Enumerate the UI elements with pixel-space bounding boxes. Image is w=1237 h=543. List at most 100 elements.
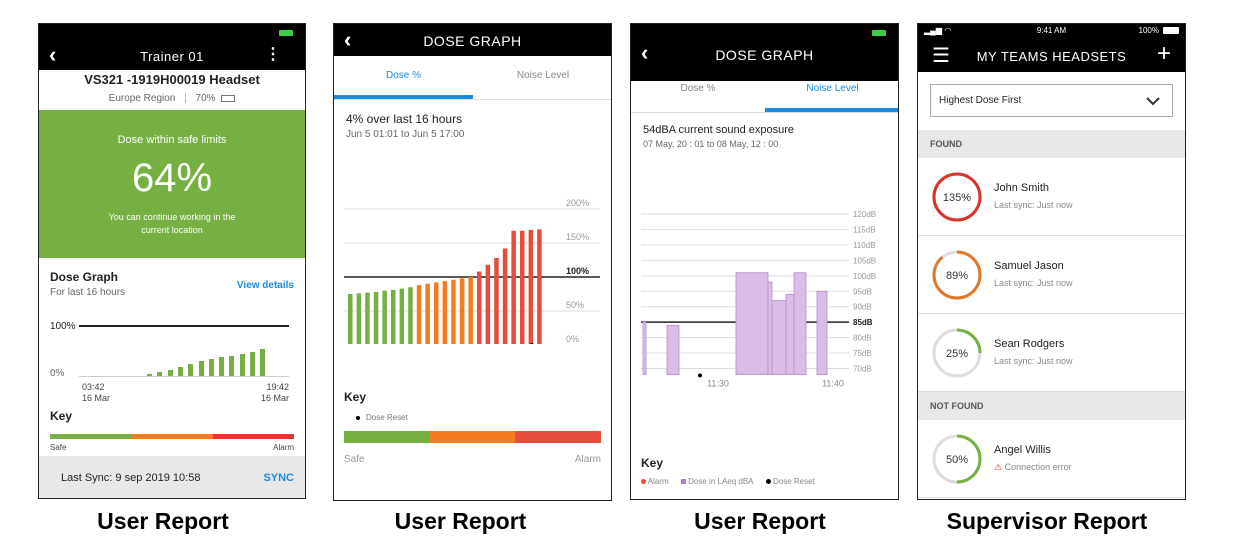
dose-value: 25%	[946, 348, 968, 360]
last-sync-text: Last Sync: 9 sep 2019 10:58	[61, 472, 201, 484]
tab-noise-label: Noise Level	[806, 83, 859, 94]
member-name: John Smith	[994, 182, 1050, 194]
dose-bar	[511, 230, 516, 344]
graph-title: Dose Graph	[50, 270, 119, 284]
noise-level-area	[816, 290, 828, 375]
team-member-row[interactable]: 89% Samuel Jason Last sync: Just now	[918, 236, 1185, 314]
last-sync: Last sync: Just now	[994, 200, 1073, 210]
y-tick-label: 50%	[566, 300, 584, 310]
risk-scale	[50, 434, 294, 439]
alarm-legend-label: Alarm	[647, 477, 669, 486]
dose-bar	[391, 289, 396, 344]
tab-bar: Dose % Noise Level	[631, 81, 898, 113]
sync-text: Last sync: Just now	[994, 200, 1073, 210]
y-tick-label: 120dB	[853, 210, 876, 219]
dose-bar	[188, 364, 194, 376]
dose-bar	[239, 354, 245, 376]
chevron-down-icon	[1146, 97, 1160, 106]
page-title: Trainer 01	[140, 49, 204, 64]
dose-bar	[250, 352, 255, 376]
key-title: Key	[344, 390, 367, 404]
date-range: 07 May, 20 : 01 to 08 May, 12 : 00	[643, 139, 779, 149]
back-icon[interactable]: ‹	[49, 42, 57, 67]
y-tick-label: 75dB	[853, 349, 872, 358]
dose-value: 50%	[946, 454, 968, 466]
member-name: Samuel Jason	[994, 260, 1064, 272]
dose-reset-marker	[698, 373, 702, 378]
dose-bar	[520, 230, 525, 344]
y-tick-label: 150%	[566, 232, 589, 242]
dose-graph-screen: ‹ DOSE GRAPH Dose % Noise Level 4% over …	[333, 23, 612, 501]
tab-bar: Dose % Noise Level	[334, 56, 611, 100]
date-range: Jun 5 01:01 to Jun 5 17:00	[346, 129, 465, 140]
dose-ring: 135%	[932, 172, 982, 222]
dose-bar	[494, 257, 499, 344]
tab-noise-level[interactable]: Noise Level	[765, 81, 898, 112]
scale-warn	[429, 431, 516, 443]
scale-alarm	[515, 431, 602, 443]
app-header: ▂▄▆ ◠ 9:41 AM 100% ☰ MY TEAMS HEADSETS +	[918, 24, 1185, 72]
page-title: DOSE GRAPH	[715, 47, 814, 63]
tab-dose[interactable]: Dose %	[334, 56, 473, 99]
legend: Alarm Dose in LAeq dBA Dose Reset	[641, 477, 815, 486]
status-message: You can continue working in the current …	[108, 212, 236, 235]
hamburger-icon[interactable]: ☰	[932, 45, 950, 67]
sort-dropdown[interactable]: Highest Dose First	[930, 84, 1173, 117]
sync-text: Last sync: Just now	[994, 278, 1073, 288]
tab-noise-label: Noise Level	[516, 70, 570, 81]
dose-bar	[459, 278, 465, 344]
member-name: Angel Willis	[994, 444, 1051, 456]
dose-bar	[219, 357, 225, 376]
plus-icon[interactable]: +	[1156, 40, 1171, 67]
last-sync: Last sync: Just now	[994, 356, 1073, 366]
dose-bar	[537, 229, 542, 344]
dose-bar	[348, 294, 353, 344]
battery-level: 70%	[195, 93, 216, 104]
connection-error: ⚠ Connection error	[994, 462, 1072, 473]
noise-chart: 120dB 115dB 110dB 105dB 100dB 95dB 90dB 85dB 80d…	[641, 210, 876, 389]
device-name: VS321 -1919H00019 Headset	[84, 72, 260, 87]
battery-icon	[221, 94, 236, 102]
y-tick-label: 100%	[566, 266, 589, 276]
noise-level-area	[767, 281, 773, 375]
back-icon[interactable]: ‹	[641, 40, 649, 65]
page-title: MY TEAMS HEADSETS	[976, 49, 1127, 64]
dose-bar	[502, 248, 508, 344]
back-icon[interactable]: ‹	[344, 27, 352, 52]
not-found-section-header: NOT FOUND	[918, 392, 1185, 420]
region-label: Europe Region	[108, 93, 176, 104]
x-tick-label: 11:30	[707, 379, 729, 389]
dose-bar	[468, 277, 473, 344]
team-member-row[interactable]: 135% John Smith Last sync: Just now	[918, 158, 1185, 236]
dose-bar	[157, 372, 163, 376]
graph-subtitle: For last 16 hours	[50, 287, 126, 298]
found-section-header: FOUND	[918, 130, 1185, 158]
dose-bar	[528, 230, 534, 344]
y-tick-label: 85dB	[853, 318, 873, 327]
noise-level-area	[666, 324, 680, 375]
y-tick-label: 110dB	[853, 241, 876, 250]
dose-reset-marker	[530, 343, 534, 344]
team-member-row[interactable]: 25% Sean Rodgers Last sync: Just now	[918, 314, 1185, 392]
noise-level-area	[735, 272, 769, 375]
y-tick-label: 105dB	[853, 256, 876, 265]
summary-text: 54dBA current sound exposure	[643, 124, 795, 136]
team-member-row[interactable]: 50% Angel Willis ⚠ Connection error	[918, 420, 1185, 498]
y-tick-label: 70dB	[853, 365, 872, 374]
reset-dot	[765, 479, 771, 485]
tab-noise-level[interactable]: Noise Level	[473, 56, 611, 99]
sync-button[interactable]: SYNC	[263, 472, 294, 484]
tab-dose-label: Dose %	[680, 83, 716, 94]
supervisor-teams-screen: ▂▄▆ ◠ 9:41 AM 100% ☰ MY TEAMS HEADSETS +…	[917, 23, 1186, 500]
tab-dose[interactable]: Dose %	[631, 81, 765, 112]
status-text: Dose within safe limits	[117, 134, 227, 146]
ring-fill	[932, 434, 982, 484]
risk-scale	[344, 431, 602, 443]
x-axis-end-label: 19:42 16 Mar	[261, 382, 289, 404]
y-tick-label: 80dB	[853, 334, 872, 343]
battery-percent: 100%	[1138, 26, 1159, 35]
safe-label: Safe	[50, 443, 67, 452]
view-details-link[interactable]: View details	[236, 280, 294, 291]
dose-value: 89%	[946, 270, 968, 282]
kebab-menu-icon[interactable]: ⋮	[265, 46, 281, 63]
